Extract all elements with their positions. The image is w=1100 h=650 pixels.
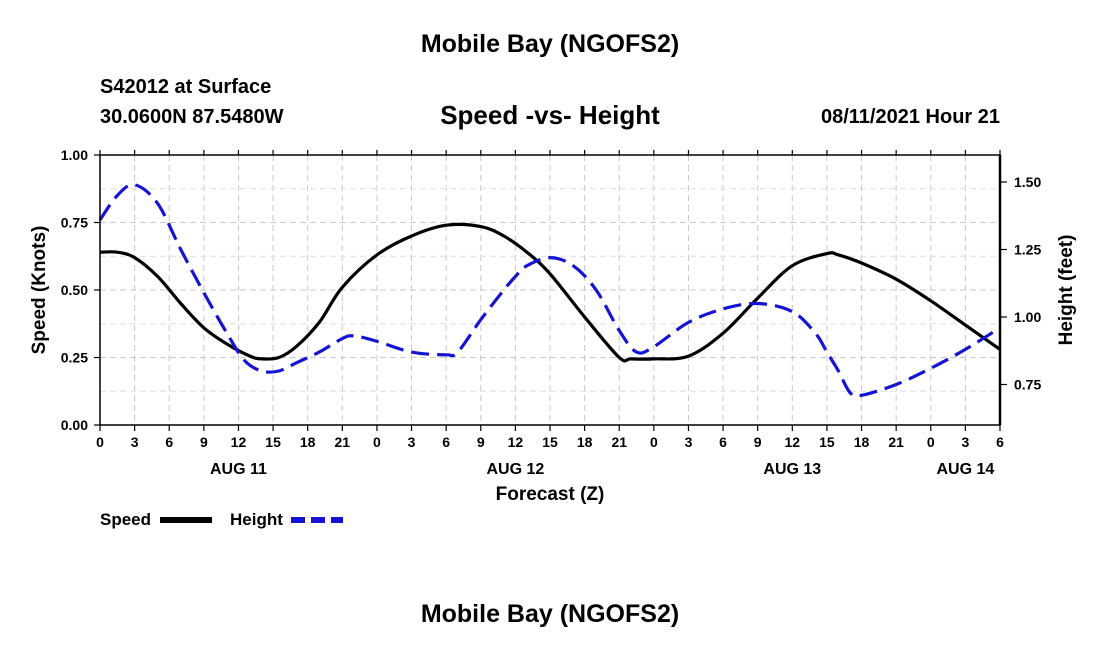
station-name: S42012 at Surface — [100, 76, 272, 98]
x-tick-label: 9 — [200, 434, 208, 450]
legend-label-speed: Speed — [100, 510, 151, 529]
x-tick-label: 3 — [131, 434, 139, 450]
x-tick-label: 6 — [442, 434, 450, 450]
y-tick-label: 0.50 — [61, 282, 88, 298]
y-axis-label: Speed (Knots) — [29, 226, 50, 355]
x-tick-label: 18 — [300, 434, 316, 450]
x-tick-label: 9 — [754, 434, 762, 450]
x-tick-label: 15 — [819, 434, 835, 450]
station-coordinates: 30.0600N 87.5480W — [100, 106, 284, 128]
x-tick-label: 3 — [408, 434, 416, 450]
x-tick-label: 3 — [685, 434, 693, 450]
x-tick-label: 6 — [996, 434, 1004, 450]
x-tick-label: 18 — [854, 434, 870, 450]
y2-tick-label: 0.75 — [1014, 377, 1041, 393]
x-tick-label: 15 — [542, 434, 558, 450]
y2-axis-label: Height (feet) — [1056, 235, 1077, 346]
y-tick-label: 1.00 — [61, 147, 88, 163]
y-tick-label: 0.75 — [61, 215, 88, 231]
chart-title: Speed -vs- Height — [440, 100, 660, 130]
date-label: AUG 11 — [210, 461, 267, 478]
y-tick-label: 0.00 — [61, 417, 88, 433]
x-tick-label: 18 — [577, 434, 593, 450]
x-tick-label: 0 — [96, 434, 104, 450]
x-tick-label: 12 — [508, 434, 524, 450]
model-title: Mobile Bay (NGOFS2) — [420, 30, 680, 58]
x-tick-label: 21 — [888, 434, 904, 450]
forecast-datetime: 08/11/2021 Hour 21 — [820, 106, 1000, 128]
x-tick-label: 0 — [650, 434, 658, 450]
y2-tick-label: 1.50 — [1014, 174, 1041, 190]
x-axis-label: Forecast (Z) — [496, 484, 605, 505]
x-tick-label: 9 — [477, 434, 485, 450]
x-tick-label: 3 — [961, 434, 969, 450]
x-tick-label: 21 — [611, 434, 627, 450]
x-tick-label: 6 — [719, 434, 727, 450]
y-tick-label: 0.25 — [61, 350, 88, 366]
series-line-height — [98, 182, 1001, 398]
x-tick-label: 15 — [265, 434, 281, 450]
legend-label-height: Height — [230, 510, 283, 529]
x-tick-label: 12 — [231, 434, 247, 450]
y2-tick-label: 1.00 — [1014, 309, 1041, 325]
date-label: AUG 12 — [486, 461, 544, 478]
x-tick-label: 0 — [927, 434, 935, 450]
x-tick-label: 21 — [335, 434, 351, 450]
x-tick-label: 6 — [165, 434, 173, 450]
legend: Speed Height — [100, 510, 343, 529]
date-label: AUG 14 — [936, 461, 994, 478]
x-tick-label: 0 — [373, 434, 381, 450]
series-line-speed — [99, 222, 1001, 363]
date-label: AUG 13 — [763, 461, 821, 478]
y2-tick-label: 1.25 — [1014, 242, 1041, 258]
model-title-footer: Mobile Bay (NGOFS2) — [420, 600, 680, 628]
x-tick-label: 12 — [785, 434, 801, 450]
